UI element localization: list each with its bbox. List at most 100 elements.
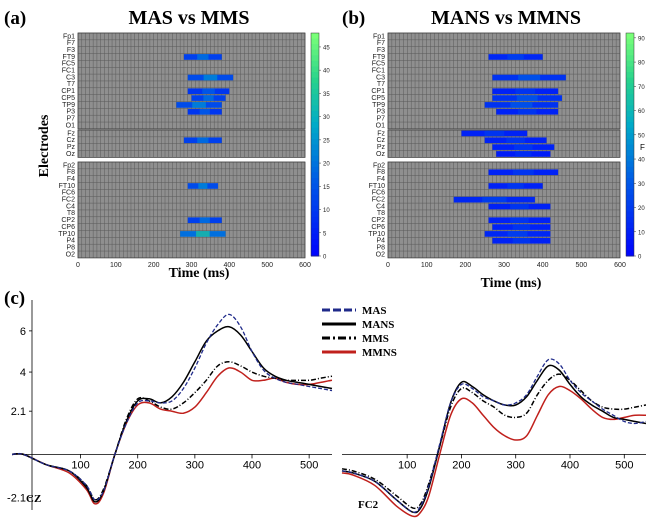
electrode-label: O2 — [66, 251, 75, 258]
colorbar-segment — [311, 105, 319, 112]
colorbar-segment — [311, 222, 319, 229]
colorbar-segment — [626, 83, 634, 90]
x-tick-label: 0 — [76, 262, 80, 269]
electrode-label: FC2 — [62, 197, 75, 204]
legend-label: MMS — [362, 333, 389, 345]
colorbar-tick-label: 20 — [323, 162, 330, 168]
significance-peak — [518, 74, 541, 81]
colorbar-segment — [626, 127, 634, 134]
erp-series-mas — [341, 358, 646, 513]
electrode-label: P3 — [376, 109, 385, 116]
significance-peak — [199, 217, 210, 224]
colorbar-segment — [626, 60, 634, 67]
x-tick-label: 0 — [386, 262, 390, 269]
significance-peak — [198, 183, 208, 189]
erp-series-mas — [11, 313, 333, 501]
electrode-label: FT9 — [373, 54, 386, 61]
colorbar-segment — [626, 49, 634, 56]
colorbar-segment — [311, 44, 319, 51]
significance-peak — [514, 144, 533, 150]
significance-peak — [512, 224, 531, 230]
colorbar-segment — [311, 228, 319, 235]
colorbar-segment — [311, 77, 319, 84]
colorbar-segment — [626, 144, 634, 151]
electrode-label: O2 — [376, 251, 385, 258]
electrode-label: FC6 — [372, 190, 385, 197]
significance-peak — [512, 237, 531, 244]
colorbar-segment — [311, 72, 319, 79]
electrode-label: Fz — [377, 130, 385, 137]
y-tick-label: 4 — [20, 367, 26, 379]
colorbar-segment — [311, 138, 319, 145]
x-tick-label: 400 — [223, 262, 235, 269]
colorbar-segment — [626, 72, 634, 79]
colorbar-tick-label: 20 — [638, 206, 645, 212]
colorbar-segment — [626, 88, 634, 95]
colorbar-segment — [626, 138, 634, 145]
electrode-label: F3 — [377, 47, 385, 54]
electrode-label: Cz — [376, 137, 385, 144]
colorbar-segment — [626, 150, 634, 157]
x-tick-label: 500 — [575, 262, 587, 269]
electrode-label: F7 — [67, 40, 75, 47]
electrode-label: CP2 — [61, 217, 75, 224]
significance-peak — [510, 102, 533, 108]
colorbar-segment — [311, 205, 319, 212]
colorbar-frame — [625, 32, 635, 257]
panel-b-xlabel: Time (ms) — [481, 276, 542, 291]
colorbar-segment — [311, 133, 319, 140]
colorbar-tick-label: 40 — [638, 158, 645, 164]
electrode-label: T7 — [377, 81, 385, 88]
x-tick-label: 200 — [148, 262, 160, 269]
colorbar-tick-label: 90 — [638, 36, 645, 42]
colorbar-frame — [310, 32, 320, 257]
legend-label: MMNS — [362, 347, 397, 359]
electrode-label: FC1 — [372, 68, 385, 75]
electrode-label: TP9 — [372, 102, 385, 109]
x-tick-label: 100 — [71, 459, 89, 471]
electrode-label: P4 — [66, 238, 75, 245]
y-tick-label: 2.1 — [11, 406, 26, 418]
electrode-label: Pz — [67, 144, 76, 151]
erp-series-mms — [341, 373, 646, 510]
x-tick-label: 100 — [398, 459, 416, 471]
significance-peak — [199, 108, 210, 115]
colorbar-segment — [626, 244, 634, 251]
electrode-label: TP10 — [58, 231, 75, 238]
colorbar-b-label: F — [640, 143, 645, 152]
erp-series-mms — [11, 361, 333, 501]
colorbar-segment — [626, 228, 634, 235]
colorbar-segment — [626, 250, 634, 257]
significance-peak — [203, 95, 214, 101]
electrode-label: F4 — [377, 176, 385, 183]
colorbar-segment — [626, 44, 634, 51]
significance-peak — [507, 231, 528, 237]
significance-peak — [192, 102, 206, 108]
colorbar-segment — [626, 239, 634, 246]
colorbar-tick-label: 35 — [323, 92, 330, 98]
heatmap-b: Fp1F7F3FT9FC5FC1C3T7CP1CP5TP9P3P7O1FzCzP… — [368, 32, 645, 269]
heatmap-group-frame — [77, 129, 306, 158]
x-tick-label: 100 — [110, 262, 122, 269]
erp-series-mans — [11, 325, 333, 503]
electrode-label: T8 — [377, 210, 385, 217]
electrode-label: P7 — [66, 115, 75, 122]
electrode-label: C4 — [376, 203, 385, 210]
electrode-label: TP9 — [62, 102, 75, 109]
x-tick-label: 100 — [421, 262, 433, 269]
colorbar-segment — [311, 38, 319, 45]
colorbar-segment — [626, 200, 634, 207]
legend-label: MANS — [362, 319, 394, 331]
colorbar-segment — [626, 222, 634, 229]
electrode-label: Cz — [66, 137, 75, 144]
colorbar-segment — [626, 166, 634, 173]
y-tick-label: -2.1 — [7, 493, 26, 505]
colorbar-segment — [311, 177, 319, 185]
x-tick-label: 200 — [129, 459, 147, 471]
colorbar-segment — [626, 33, 634, 40]
significance-peak — [507, 54, 524, 60]
colorbar-segment — [311, 33, 319, 40]
electrode-label: FC2 — [372, 197, 385, 204]
colorbar-segment — [626, 38, 634, 45]
electrode-label: CP6 — [371, 224, 385, 231]
